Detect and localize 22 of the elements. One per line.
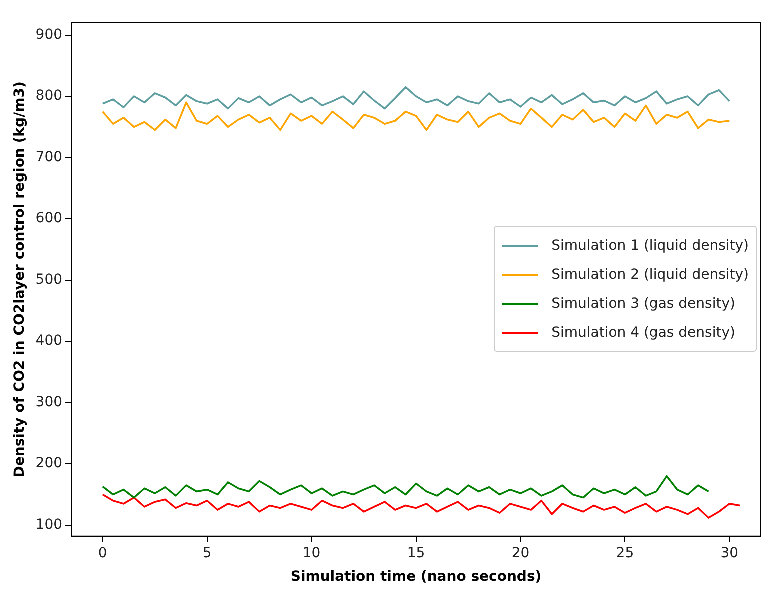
x-tick-label: 20 bbox=[512, 545, 530, 562]
y-tick-label: 100 bbox=[36, 517, 63, 534]
y-tick-label: 500 bbox=[36, 272, 63, 288]
y-tick-label: 200 bbox=[36, 456, 63, 472]
y-tick-label: 300 bbox=[36, 394, 63, 410]
y-tick-label: 600 bbox=[36, 210, 63, 227]
legend-label: Simulation 2 (liquid density) bbox=[552, 266, 749, 282]
x-axis-title: Simulation time (nano seconds) bbox=[290, 569, 542, 586]
y-tick-label: 900 bbox=[36, 26, 63, 43]
y-tick-label: 800 bbox=[36, 88, 63, 104]
legend-label: Simulation 4 (gas density) bbox=[552, 324, 736, 340]
y-axis-title: Density of CO2 in CO2layer control region (kg/m3) bbox=[12, 82, 28, 478]
x-tick-label: 15 bbox=[407, 545, 426, 562]
legend-label: Simulation 3 (gas density) bbox=[552, 296, 736, 312]
x-tick-label: 30 bbox=[720, 545, 739, 562]
x-tick-label: 5 bbox=[202, 545, 212, 562]
x-tick-label: 0 bbox=[98, 545, 108, 562]
x-tick-label: 25 bbox=[616, 545, 634, 562]
y-tick-label: 700 bbox=[36, 149, 63, 166]
y-tick-label: 400 bbox=[36, 333, 63, 350]
x-tick-label: 10 bbox=[302, 545, 321, 562]
legend-label: Simulation 1 (liquid density) bbox=[552, 238, 749, 254]
